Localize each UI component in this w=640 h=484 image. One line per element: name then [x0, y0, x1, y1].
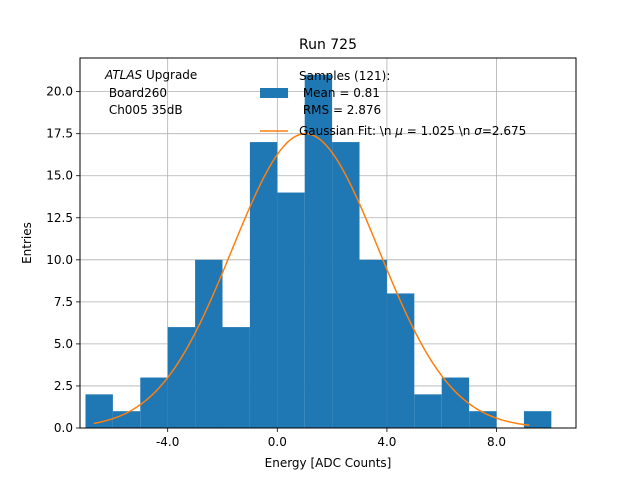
atlas-annotation: ATLAS Upgrade Board260 Ch005 35dB	[104, 68, 197, 117]
legend-samples-rms: RMS = 2.876	[299, 103, 381, 117]
gaussian-fit-curve	[93, 132, 530, 426]
legend-fit-label: Gaussian Fit: \n μ = 1.025 \n σ=2.675	[299, 124, 526, 138]
y-tick-label: 12.5	[46, 211, 73, 225]
legend-fit-suffix: =2.675	[482, 124, 526, 138]
y-axis-label: Entries	[20, 222, 34, 264]
x-axis-label: Energy [ADC Counts]	[265, 456, 392, 470]
y-tick-label: 5.0	[54, 337, 73, 351]
legend-fit-prefix: Gaussian Fit: \n	[299, 124, 395, 138]
annotation-line-1: ATLAS Upgrade	[104, 68, 197, 82]
chart-title: Run 725	[299, 37, 357, 53]
histogram-bar	[386, 293, 415, 428]
histogram-bars	[85, 74, 552, 429]
gaussian-fit-layer	[93, 132, 530, 426]
x-tick-label: -4.0	[156, 435, 179, 449]
histogram-bar	[414, 394, 442, 428]
histogram-bar	[469, 411, 497, 428]
histogram-bar	[332, 142, 360, 428]
x-tick-label: 8.0	[487, 435, 506, 449]
y-tick-label: 2.5	[54, 379, 73, 393]
histogram-bar	[523, 411, 552, 428]
legend: Samples (121): Mean = 0.81 RMS = 2.876 G…	[260, 69, 526, 138]
legend-samples-swatch	[260, 88, 288, 98]
histogram-bar	[222, 327, 250, 428]
legend-fit-mu: μ	[394, 124, 403, 138]
histogram-bar	[359, 259, 387, 428]
annotation-channel: Ch005 35dB	[105, 103, 183, 117]
histogram-bar	[167, 327, 196, 428]
legend-samples-mean: Mean = 0.81	[299, 86, 380, 100]
y-tick-label: 20.0	[46, 85, 73, 99]
y-tick-label: 17.5	[46, 127, 73, 141]
x-tick-label: 0.0	[268, 435, 287, 449]
atlas-italic: ATLAS	[104, 68, 143, 82]
plot-frame	[79, 57, 577, 429]
annotation-upgrade: Upgrade	[142, 68, 197, 82]
axis-ticks: -4.0 0.0 4.0 8.0 0.0 2.5 5.0 7.5 10.0 12.5 15.0 17.…	[46, 85, 506, 449]
histogram-bar	[249, 142, 278, 428]
y-tick-label: 7.5	[54, 295, 73, 309]
histogram-bar	[195, 259, 223, 428]
histogram-bar	[140, 377, 168, 428]
legend-fit-middle: = 1.025 \n	[403, 124, 474, 138]
histogram-bar	[277, 192, 305, 428]
y-tick-label: 15.0	[46, 169, 73, 183]
annotation-board: Board260	[105, 86, 167, 100]
y-tick-label: 0.0	[54, 421, 73, 435]
y-tick-label: 10.0	[46, 253, 73, 267]
histogram-bar	[441, 377, 470, 428]
legend-fit-sigma: σ	[474, 124, 482, 138]
x-tick-label: 4.0	[377, 435, 396, 449]
legend-samples-title: Samples (121):	[299, 69, 390, 83]
